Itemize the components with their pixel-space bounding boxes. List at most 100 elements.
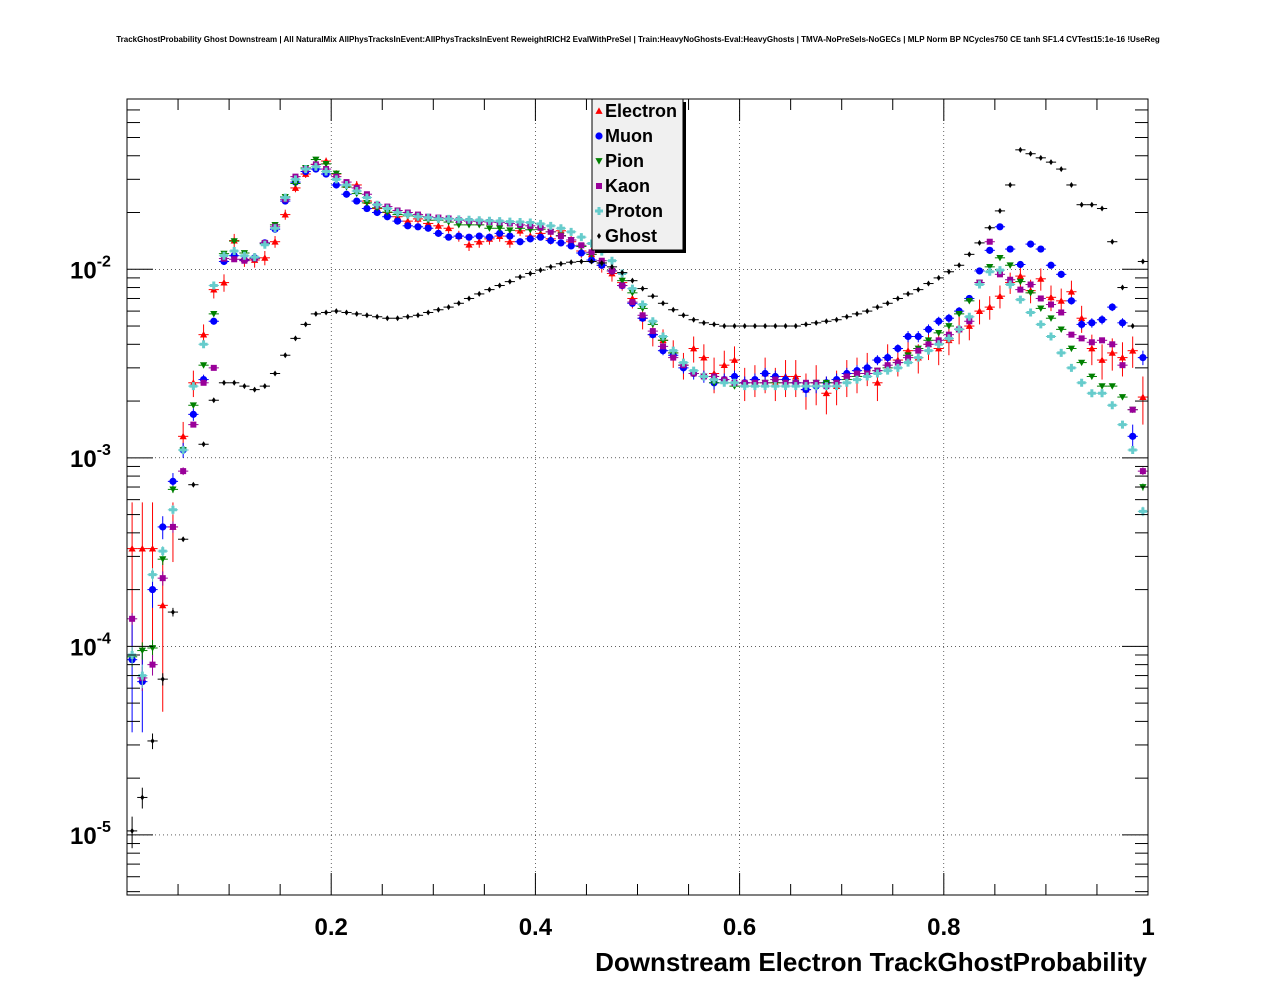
kaon-point [157, 571, 168, 586]
kaon-point [147, 654, 158, 676]
legend-entry-proton: Proton [595, 201, 663, 221]
proton-marker [812, 382, 821, 391]
ghost-point [453, 300, 464, 307]
proton-marker [1026, 308, 1035, 317]
muon-marker [485, 233, 494, 241]
pion-marker [1016, 278, 1024, 286]
ghost-point [361, 312, 373, 319]
proton-point [1015, 295, 1026, 304]
ghost-point [484, 286, 495, 293]
ghost-point [576, 258, 587, 265]
kaon-marker [915, 347, 922, 354]
muon-point [535, 233, 546, 241]
proton-marker [985, 267, 994, 276]
proton-point [923, 346, 934, 355]
proton-marker [475, 216, 484, 225]
legend-entry-kaon: Kaon [596, 176, 650, 196]
muon-point [1066, 297, 1077, 305]
ghost-point [882, 300, 893, 307]
muon-marker [169, 477, 177, 485]
ghost-marker [783, 323, 788, 330]
proton-point [913, 353, 924, 362]
proton-point [1056, 348, 1067, 357]
ghost-point [841, 313, 852, 320]
muon-point [463, 233, 475, 241]
kaon-point [627, 299, 638, 306]
ghost-marker [130, 827, 135, 834]
ghost-marker [456, 300, 461, 307]
ghost-point [790, 323, 801, 330]
pion-point [1035, 305, 1046, 313]
electron-marker [965, 322, 973, 329]
proton-point [535, 219, 546, 228]
electron-marker [445, 224, 453, 232]
ghost-marker [252, 386, 257, 393]
ghost-marker [906, 290, 911, 297]
kaon-point [913, 347, 924, 354]
proton-point [198, 340, 209, 349]
pion-point [504, 227, 515, 234]
pion-point [208, 310, 219, 318]
proton-point [1005, 280, 1016, 289]
ghost-marker [548, 263, 553, 270]
proton-point [1086, 389, 1097, 398]
ghost-marker [712, 321, 717, 328]
muon-point [351, 197, 362, 205]
ghost-point [1137, 258, 1148, 265]
proton-marker [311, 162, 320, 171]
ghost-marker [436, 306, 441, 313]
ghost-point [351, 310, 362, 317]
kaon-marker [649, 328, 656, 335]
pion-marker [1098, 383, 1106, 390]
kaon-point [923, 341, 934, 348]
ghost-marker [1120, 284, 1125, 291]
proton-point [188, 382, 199, 391]
legend-entry-muon: Muon [595, 126, 653, 146]
muon-marker [1139, 354, 1147, 362]
electron-marker [199, 331, 208, 338]
proton-marker [771, 382, 780, 391]
ghost-marker [1018, 146, 1023, 153]
pion-marker [169, 486, 177, 493]
kaon-marker [241, 257, 248, 264]
legend-entry-pion: Pion [595, 151, 644, 171]
muon-point [1056, 270, 1067, 278]
proton-marker [434, 214, 443, 223]
proton-marker [240, 251, 249, 260]
kaon-marker [200, 379, 207, 386]
muon-point [361, 204, 373, 213]
pion-marker [639, 305, 647, 313]
proton-point [1096, 389, 1108, 398]
electron-point [698, 344, 709, 374]
proton-point [954, 325, 965, 334]
ghost-point [698, 319, 709, 326]
ghost-marker [793, 323, 798, 330]
electron-marker [148, 544, 157, 552]
ghost-point [719, 323, 730, 330]
ghost-point [310, 310, 321, 317]
ghost-point [668, 306, 679, 313]
ghost-point [535, 267, 546, 274]
electron-point [218, 274, 230, 292]
ghost-point [1107, 238, 1118, 245]
proton-point [566, 227, 577, 236]
ghost-point [749, 323, 761, 330]
ghost-marker [844, 313, 849, 320]
ghost-marker [885, 300, 890, 307]
pion-point [933, 329, 944, 337]
muon-marker [424, 224, 432, 232]
muon-marker [935, 317, 943, 325]
kaon-point [647, 328, 658, 335]
proton-marker [444, 214, 453, 223]
kaon-marker [149, 661, 156, 668]
ghost-marker [191, 481, 196, 488]
pion-point [964, 297, 975, 305]
ghost-point [555, 260, 567, 267]
electron-marker [996, 292, 1004, 300]
muon-marker [148, 586, 157, 594]
proton-point [402, 210, 413, 219]
proton-point [882, 366, 893, 375]
muon-marker [342, 190, 351, 198]
ghost-point [1086, 201, 1097, 208]
muon-marker [914, 332, 922, 341]
